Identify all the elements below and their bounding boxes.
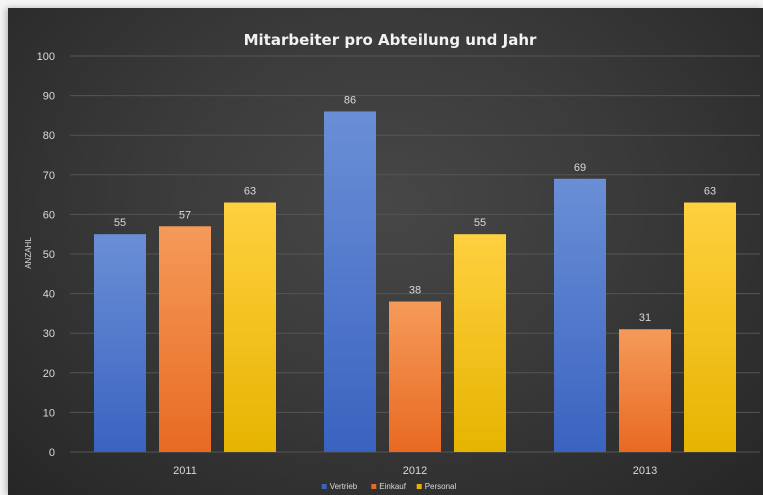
y-tick-label: 80 <box>43 130 55 142</box>
x-axis-categories: 2011 2012 2013 <box>173 465 657 477</box>
x-category-label: 2012 <box>403 465 427 477</box>
data-label: 38 <box>409 285 421 297</box>
data-label: 63 <box>244 186 256 198</box>
bar-personal-2013 <box>684 202 736 452</box>
data-label: 57 <box>179 209 191 221</box>
bar-vertrieb-2011 <box>94 234 146 452</box>
data-label: 55 <box>114 217 126 229</box>
data-label: 31 <box>639 312 651 324</box>
x-category-label: 2013 <box>633 465 657 477</box>
y-tick-label: 50 <box>43 249 55 261</box>
y-tick-label: 30 <box>43 328 55 340</box>
legend-swatch-vertrieb <box>321 484 327 489</box>
y-tick-label: 90 <box>43 91 55 103</box>
chart-title: Mitarbeiter pro Abteilung und Jahr <box>244 31 537 49</box>
legend: Vertrieb Einkauf Personal <box>321 482 457 491</box>
bars <box>94 111 736 452</box>
bar-personal-2011 <box>224 202 276 452</box>
bar-vertrieb-2012 <box>324 111 376 452</box>
legend-label-vertrieb: Vertrieb <box>330 482 358 491</box>
y-tick-label: 70 <box>43 170 55 182</box>
y-axis-title: ANZAHL <box>24 237 33 269</box>
bar-einkauf-2012 <box>389 301 441 452</box>
legend-swatch-einkauf <box>371 484 377 489</box>
y-axis-ticks: 0 10 20 30 40 50 60 70 80 90 100 <box>37 51 55 459</box>
legend-swatch-personal <box>416 484 422 489</box>
data-labels: 55 57 63 86 38 55 69 31 63 <box>114 94 716 324</box>
y-tick-label: 40 <box>43 289 55 301</box>
legend-label-personal: Personal <box>425 482 457 491</box>
y-tick-label: 10 <box>43 407 55 419</box>
data-label: 69 <box>574 162 586 174</box>
bar-personal-2012 <box>454 234 506 452</box>
y-tick-label: 20 <box>43 368 55 380</box>
bar-vertrieb-2013 <box>554 178 606 452</box>
bar-einkauf-2013 <box>619 329 671 452</box>
y-tick-label: 0 <box>49 447 55 459</box>
data-label: 86 <box>344 94 356 106</box>
y-tick-label: 60 <box>43 209 55 221</box>
bar-chart: 0 10 20 30 40 50 60 70 80 90 100 55 57 63 86 38 55 69 31 6… <box>24 31 760 491</box>
chart-frame: 0 10 20 30 40 50 60 70 80 90 100 55 57 63 86 38 55 69 31 6… <box>8 8 763 495</box>
legend-label-einkauf: Einkauf <box>379 482 406 491</box>
data-label: 55 <box>474 217 486 229</box>
x-category-label: 2011 <box>173 465 197 477</box>
y-tick-label: 100 <box>37 51 55 63</box>
data-label: 63 <box>704 186 716 198</box>
bar-einkauf-2011 <box>159 226 211 452</box>
